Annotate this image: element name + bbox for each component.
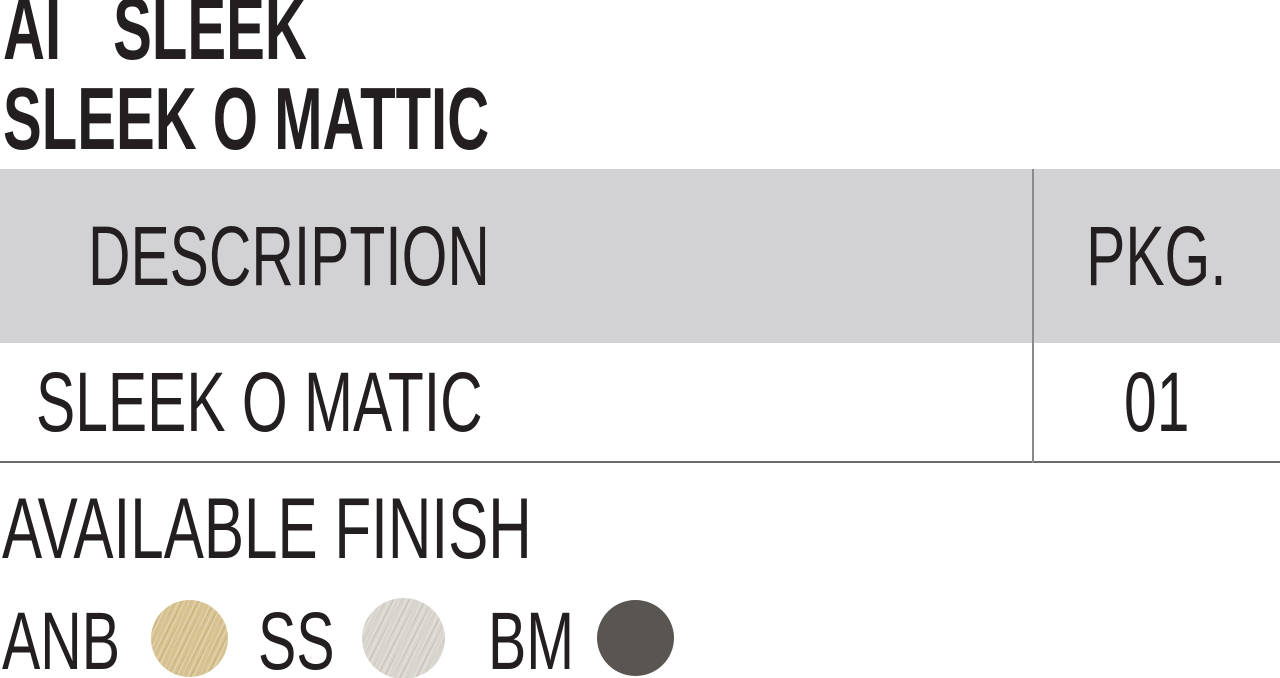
finish-code-anb: ANB <box>2 595 171 678</box>
finish-swatch-bm <box>597 600 674 676</box>
table-row: SLEEK O MATIC 01 <box>0 343 1280 463</box>
page-title-line1: AI SLEEK <box>3 0 307 78</box>
table-header-row: DESCRIPTION PKG. <box>0 169 1280 343</box>
table-cell-pkg-text: 01 <box>1123 354 1190 449</box>
available-finish-heading: AVAILABLE FINISH <box>2 480 759 579</box>
table-header-description-cell: DESCRIPTION <box>0 169 1033 343</box>
finish-swatch-ss <box>362 598 445 678</box>
table-cell-description: SLEEK O MATIC <box>0 343 1033 461</box>
table-header-pkg-cell: PKG. <box>1033 169 1280 343</box>
finish-code-ss: SS <box>258 595 367 678</box>
finish-code-bm-text: BM <box>488 596 575 678</box>
table-header-description-label: DESCRIPTION <box>88 208 490 303</box>
available-finish-heading-text: AVAILABLE FINISH <box>2 481 532 577</box>
finish-code-bm: BM <box>488 595 611 678</box>
table-column-divider <box>1032 169 1034 463</box>
table-header-pkg-label: PKG. <box>1086 208 1227 303</box>
page-title-line2: SLEEK O MATTIC <box>3 69 490 168</box>
finish-swatch-anb <box>151 600 228 677</box>
page-title: AI SLEEK SLEEK O MATTIC <box>3 0 740 164</box>
finish-code-ss-text: SS <box>258 596 335 678</box>
finish-code-anb-text: ANB <box>2 596 121 678</box>
table-cell-pkg: 01 <box>1033 343 1280 461</box>
table-cell-description-text: SLEEK O MATIC <box>36 354 483 449</box>
